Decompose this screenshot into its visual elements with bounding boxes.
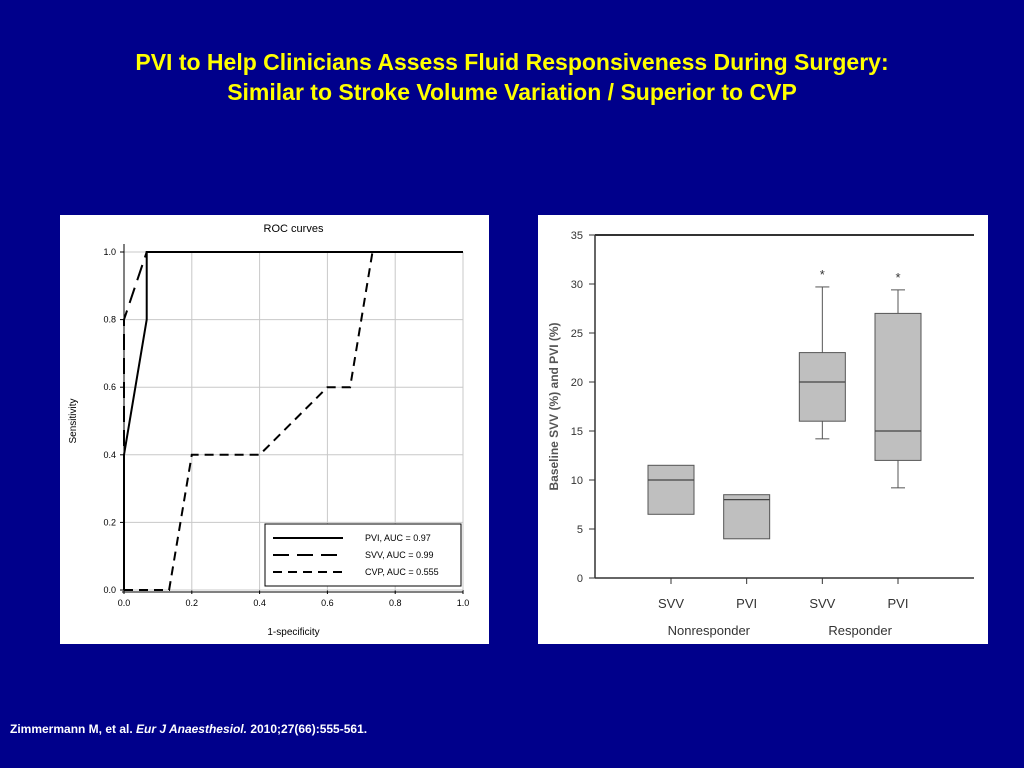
roc-chart-panel: ROC curves 0.0 0.2 0.4 0.6 0.8 1.0 0.0 0.2 0.4 0.6… [60,215,489,644]
box-y-tick-label: 35 [571,230,583,242]
roc-legend-label: PVI, AUC = 0.97 [365,533,431,543]
roc-y-tick-label: 1.0 [103,247,116,257]
box-y-tick-label: 15 [571,426,583,438]
box-significance-marker: * [820,267,825,282]
box-category-label: SVV [809,596,835,611]
boxplot-chart-panel: 0 5 10 15 20 25 30 35 Baseline SVV (%) and PVI (… [538,215,988,644]
box-y-tick-label: 20 [571,377,583,389]
box-iqr [723,494,771,540]
citation-authors: Zimmermann M, et al. [10,722,133,736]
boxplot-chart: 0 5 10 15 20 25 30 35 Baseline SVV (%) and PVI (… [547,230,974,638]
box-y-axis-label: Baseline SVV (%) and PVI (%) [547,322,561,490]
roc-x-axis-label: 1-specificity [267,627,319,638]
box-significance-marker: * [895,270,900,285]
box-y-tick-label: 30 [571,279,583,291]
roc-y-tick-label: 0.4 [103,450,116,460]
roc-x-tick-label: 0.8 [389,598,402,608]
box-y-tick-label: 0 [577,573,583,585]
roc-legend-label: CVP, AUC = 0.555 [365,567,439,577]
roc-y-tick-label: 0.0 [103,585,116,595]
roc-x-tick-label: 0.4 [253,598,266,608]
box-y-tick-label: 5 [577,524,583,536]
roc-x-tick-label: 1.0 [457,598,470,608]
box-category-label: PVI [888,596,909,611]
roc-x-tick-label: 0.0 [118,598,131,608]
roc-y-tick-label: 0.8 [103,315,116,325]
roc-y-axis-label: Sensitivity [68,398,79,443]
roc-chart: ROC curves 0.0 0.2 0.4 0.6 0.8 1.0 0.0 0.2 0.4 0.6… [68,223,470,638]
box-y-tick-label: 25 [571,328,583,340]
roc-title: ROC curves [264,223,324,235]
slide-title-line2: Similar to Stroke Volume Variation / Sup… [227,79,797,105]
roc-x-tick-label: 0.2 [186,598,199,608]
slide-title: PVI to Help Clinicians Assess Fluid Resp… [0,47,1024,107]
box-group-label: Responder [828,623,892,638]
roc-y-tick-label: 0.6 [103,382,116,392]
box-iqr [798,352,846,422]
citation-journal: Eur J Anaesthesiol. [136,722,247,736]
roc-series-line-1 [123,251,463,590]
box-iqr [647,464,695,515]
citation-details: 2010;27(66):555-561. [250,722,368,736]
box-group-label: Nonresponder [668,623,751,638]
slide-title-line1: PVI to Help Clinicians Assess Fluid Resp… [135,49,889,75]
box-y-tick-label: 10 [571,475,583,487]
roc-series-line-2 [124,251,374,591]
roc-x-tick-label: 0.6 [321,598,334,608]
box-category-label: PVI [736,596,757,611]
box-category-label: SVV [658,596,684,611]
roc-legend-label: SVV, AUC = 0.99 [365,550,433,560]
roc-y-tick-label: 0.2 [103,517,116,527]
citation: Zimmermann M, et al. Eur J Anaesthesiol.… [10,722,367,736]
box-iqr [874,312,922,461]
